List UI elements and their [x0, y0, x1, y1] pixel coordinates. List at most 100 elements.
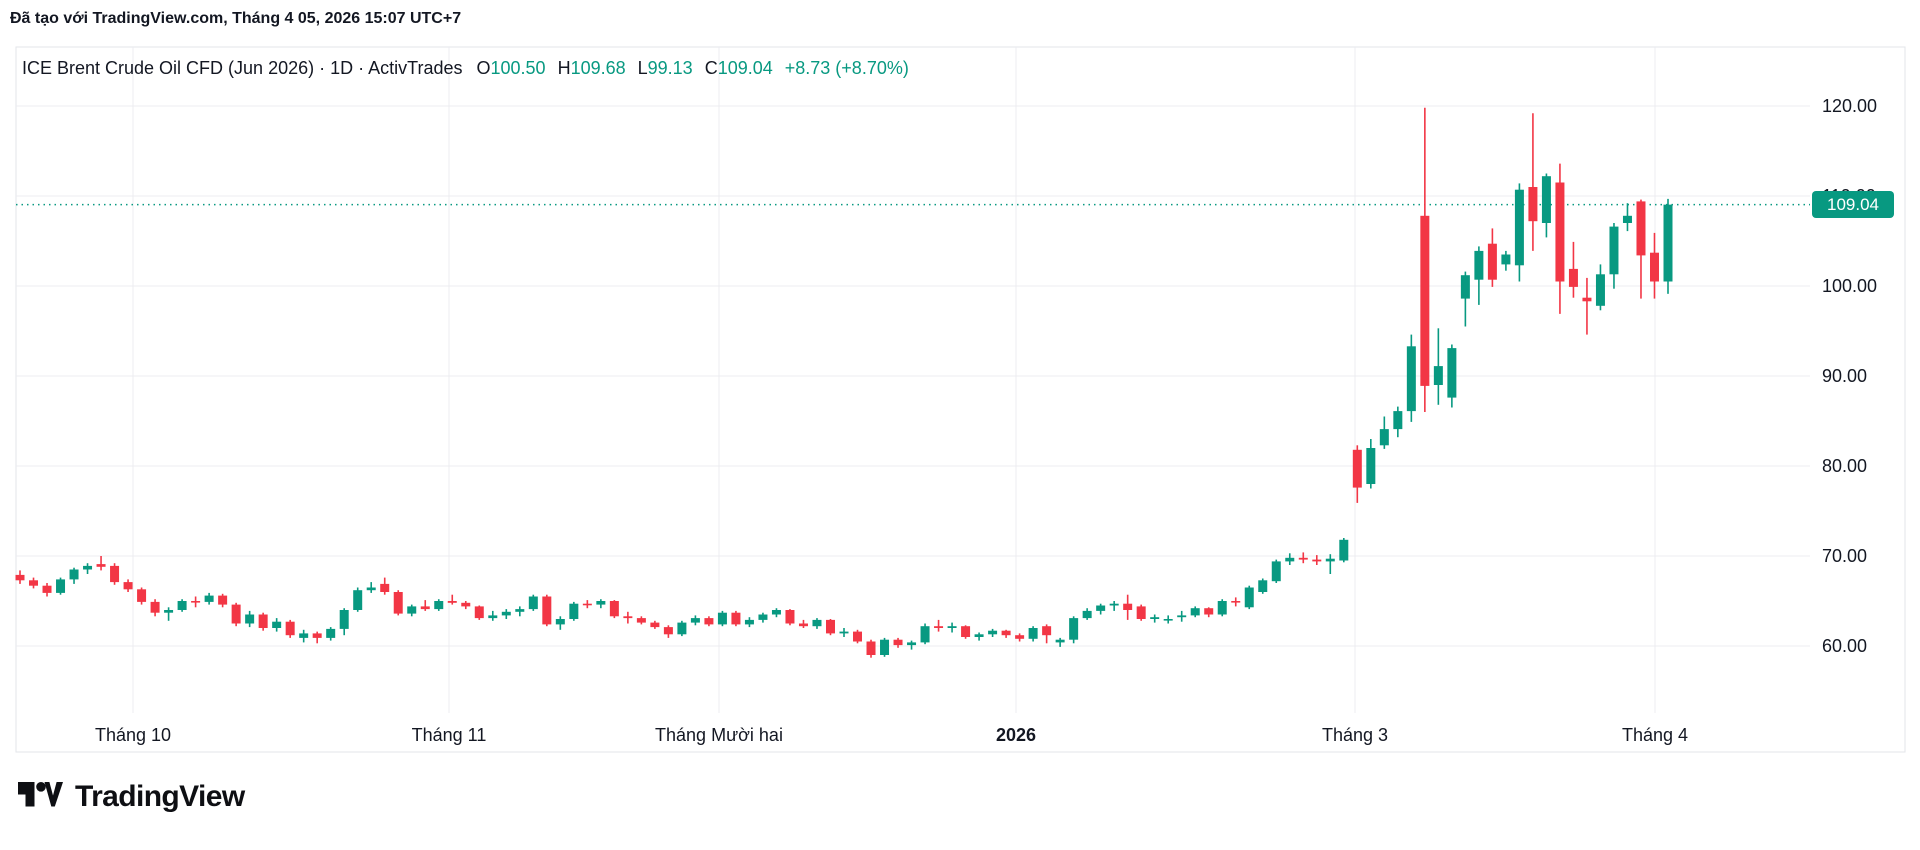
candle-body — [893, 639, 903, 646]
candle-body — [1460, 275, 1470, 299]
candle-body — [1109, 603, 1119, 606]
candle-body — [393, 592, 403, 614]
candle-body — [1649, 252, 1659, 282]
candle-body — [1258, 580, 1268, 592]
candle-body — [623, 616, 633, 619]
candle-body — [1136, 606, 1146, 619]
candle-body — [474, 606, 484, 619]
price-axis-label: 100.00 — [1822, 276, 1878, 296]
candle-body — [366, 587, 376, 591]
tradingview-logo[interactable]: TradingView — [18, 780, 245, 814]
candle-body — [569, 603, 579, 619]
candle-body — [920, 626, 930, 643]
symbol-header[interactable]: ICE Brent Crude Oil CFD (Jun 2026) · 1D … — [22, 58, 909, 79]
candle-body — [96, 564, 106, 567]
candle-body — [1069, 618, 1079, 640]
candle-body — [245, 614, 255, 624]
candle-body — [29, 580, 39, 586]
candle-body — [812, 619, 822, 627]
candle-body — [1123, 603, 1133, 610]
close-value: 109.04 — [717, 58, 773, 78]
candle-body — [690, 618, 700, 623]
time-axis-label: 2026 — [995, 725, 1037, 745]
candle-body — [1595, 274, 1605, 306]
candle-body — [447, 601, 457, 603]
candle-body — [636, 618, 646, 623]
open-value: 100.50 — [490, 58, 546, 78]
candle-body — [1339, 539, 1349, 561]
candle-body — [218, 595, 228, 605]
candle-body — [285, 621, 295, 636]
candle-body — [353, 590, 363, 610]
candle-body — [731, 612, 741, 625]
candle-body — [1271, 561, 1281, 582]
candle-body — [1217, 601, 1227, 615]
candle-body — [1487, 243, 1497, 280]
chart-border — [15, 46, 1906, 753]
candle-body — [609, 601, 619, 617]
candle-body — [582, 603, 592, 606]
candle-body — [1609, 226, 1619, 275]
time-axis-label: Tháng Mười hai — [655, 725, 783, 745]
candle-body — [1285, 557, 1295, 562]
candle-body — [461, 602, 471, 607]
candle-body — [704, 618, 714, 625]
candle-body — [272, 621, 282, 628]
price-axis-label: 60.00 — [1822, 636, 1868, 656]
candle-body — [123, 582, 133, 590]
candle-body — [1042, 626, 1052, 636]
candle-body — [1420, 215, 1430, 386]
time-axis-label: Tháng 3 — [1321, 725, 1389, 745]
candle-body — [434, 601, 444, 610]
candle-body — [744, 619, 754, 625]
candle-body — [1366, 448, 1376, 484]
candle-body — [866, 641, 876, 655]
candle-body — [1352, 449, 1362, 488]
candle-body — [1028, 628, 1038, 639]
candle-body — [825, 619, 835, 634]
candle-body — [1393, 411, 1403, 430]
candle-body — [1514, 189, 1524, 266]
candle-body — [164, 610, 174, 613]
candle-body — [1406, 346, 1416, 412]
candle-body — [1001, 630, 1011, 636]
candle-body — [83, 565, 93, 570]
candle-body — [542, 596, 552, 625]
candle-body — [1582, 297, 1592, 302]
candle-body — [137, 589, 147, 602]
candle-body — [771, 610, 781, 615]
candle-body — [961, 626, 971, 637]
candle-body — [1379, 429, 1389, 446]
candle-body — [1433, 366, 1443, 385]
candle-body — [1190, 608, 1200, 616]
candle-body — [69, 569, 79, 580]
close-label: C — [704, 58, 718, 78]
candle-body — [717, 612, 727, 625]
candle-body — [326, 628, 336, 638]
candle-body — [785, 610, 795, 624]
candle-body — [1325, 558, 1335, 562]
candle-body — [1055, 639, 1065, 643]
candle-body — [947, 626, 957, 628]
candle-body — [1622, 215, 1632, 223]
low-value: 99.13 — [647, 58, 693, 78]
candle-body — [974, 634, 984, 637]
candle-body — [907, 642, 917, 646]
candle-body — [231, 604, 241, 624]
candle-body — [299, 633, 309, 638]
candle-body — [663, 627, 673, 635]
candle-body — [15, 574, 25, 581]
price-axis-label: 70.00 — [1822, 546, 1868, 566]
candle-body — [1636, 201, 1646, 256]
candle-body — [380, 583, 390, 592]
price-axis-label: 120.00 — [1822, 96, 1878, 116]
candle-body — [1555, 182, 1565, 282]
candle-body — [150, 601, 160, 613]
open-label: O — [476, 58, 491, 78]
candle-body — [758, 614, 768, 620]
candle-body — [798, 623, 808, 627]
candle-body — [56, 579, 66, 593]
candle-body — [1312, 559, 1322, 562]
tradingview-logo-text: TradingView — [75, 780, 245, 813]
